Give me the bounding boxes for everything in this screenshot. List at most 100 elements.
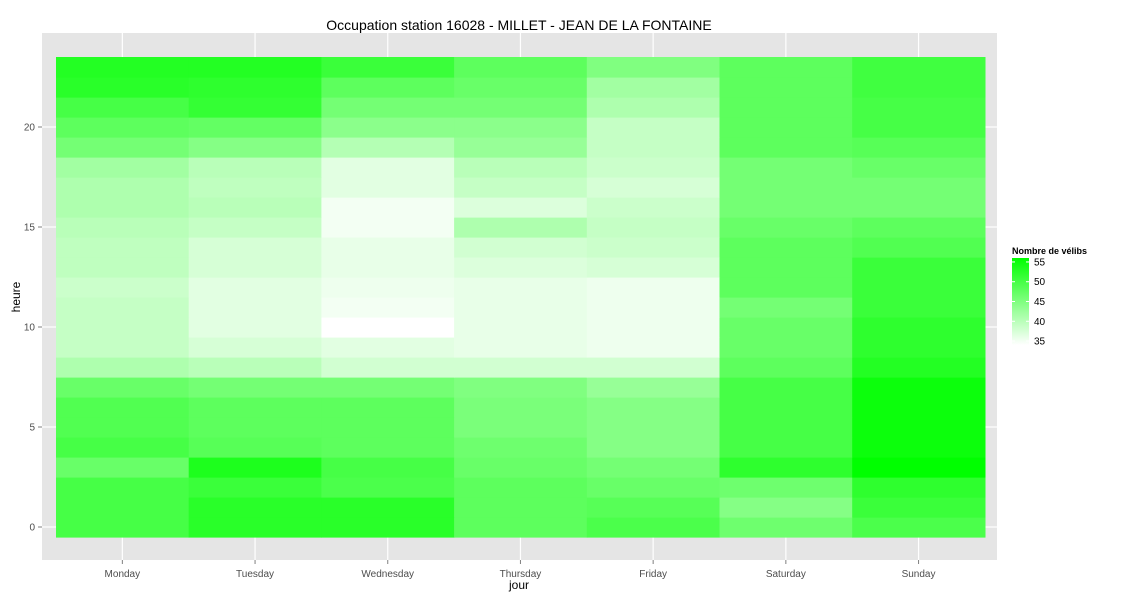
heatmap-cell [852,257,986,278]
heatmap-cell [852,237,986,258]
heatmap-cell [56,417,190,438]
heatmap-cell [719,517,853,538]
heatmap-cell [454,357,588,378]
heatmap-cell [321,497,455,518]
heatmap-cell [852,377,986,398]
heatmap-cell [719,157,853,178]
heatmap-cell [719,397,853,418]
x-tick-label: Friday [639,569,667,580]
heatmap-cell [321,137,455,158]
heatmap-cell [719,177,853,198]
heatmap-cell [188,197,322,218]
heatmap-cell [852,157,986,178]
heatmap-cell [719,237,853,258]
heatmap-cell [188,277,322,298]
heatmap-cell [586,417,721,438]
heatmap-cell [586,477,721,498]
heatmap-cell [321,377,455,398]
heatmap-cell [321,437,455,458]
heatmap-cell [321,277,455,298]
heatmap-cell [321,337,455,358]
heatmap-cell [188,237,322,258]
heatmap-cell [586,457,721,478]
heatmap-cell [852,117,986,138]
x-tick-label: Saturday [766,569,806,580]
heatmap-cell [56,357,190,378]
heatmap-cell [454,437,588,458]
heatmap-cell [321,297,455,318]
heatmap-cell [56,157,190,178]
heatmap-cell [321,117,455,138]
legend-tick-label: 40 [1034,317,1046,328]
heatmap-cell [321,517,455,538]
heatmap-cell [586,317,721,338]
heatmap-cell [719,357,853,378]
heatmap-cell [852,177,986,198]
heatmap-cell [852,217,986,238]
heatmap-cell [586,177,721,198]
heatmap-cell [454,257,588,278]
heatmap-cell [188,157,322,178]
legend-title: Nombre de vélibs [1012,246,1087,256]
heatmap-cell [852,57,986,78]
heatmap-cell [56,257,190,278]
heatmap-cell [188,397,322,418]
heatmap-cell [56,137,190,158]
legend-tick-label: 45 [1034,297,1046,308]
heatmap-cell [321,237,455,258]
heatmap-cell [321,177,455,198]
heatmap-cell [454,277,588,298]
heatmap-cell [454,477,588,498]
y-tick-label: 0 [29,523,35,534]
heatmap-cell [586,357,721,378]
heatmap-cell [852,437,986,458]
heatmap-cell [321,197,455,218]
heatmap-cell [586,437,721,458]
legend-color-bar [1012,258,1029,345]
heatmap-cell [188,257,322,278]
heatmap-cell [852,77,986,98]
heatmap-cell [454,417,588,438]
heatmap-cell [852,137,986,158]
heatmap-cell [454,517,588,538]
heatmap-cell [321,157,455,178]
heatmap-cell [454,377,588,398]
heatmap-cell [586,377,721,398]
heatmap-cell [321,457,455,478]
x-tick-label: Wednesday [361,569,414,580]
heatmap-cell [188,57,322,78]
heatmap-cell [454,337,588,358]
y-tick-label: 10 [24,323,36,334]
heatmap-cell [56,317,190,338]
heatmap-cell [586,137,721,158]
heatmap-cell [188,297,322,318]
heatmap-cell [586,97,721,118]
heatmap-cell [56,497,190,518]
heatmap-cell [586,77,721,98]
heatmap-cell [321,77,455,98]
heatmap-cell [719,497,853,518]
heatmap-cell [719,417,853,438]
heatmap-cell [56,57,190,78]
heatmap-cell [321,57,455,78]
y-tick-label: 5 [29,423,35,434]
heatmap-cell [719,57,853,78]
heatmap-cell [454,177,588,198]
heatmap-cells [56,57,986,538]
heatmap-cell [852,477,986,498]
heatmap-cell [454,497,588,518]
heatmap-cell [56,177,190,198]
legend-tick-label: 50 [1034,277,1046,288]
x-tick-label: Monday [105,569,141,580]
heatmap-cell [719,457,853,478]
heatmap-cell [586,117,721,138]
heatmap-cell [454,317,588,338]
heatmap-cell [852,297,986,318]
heatmap-cell [586,57,721,78]
heatmap-cell [56,437,190,458]
heatmap-cell [188,117,322,138]
heatmap-cell [586,197,721,218]
heatmap-cell [719,257,853,278]
y-axis: 0 5 10 15 20 [24,123,42,534]
